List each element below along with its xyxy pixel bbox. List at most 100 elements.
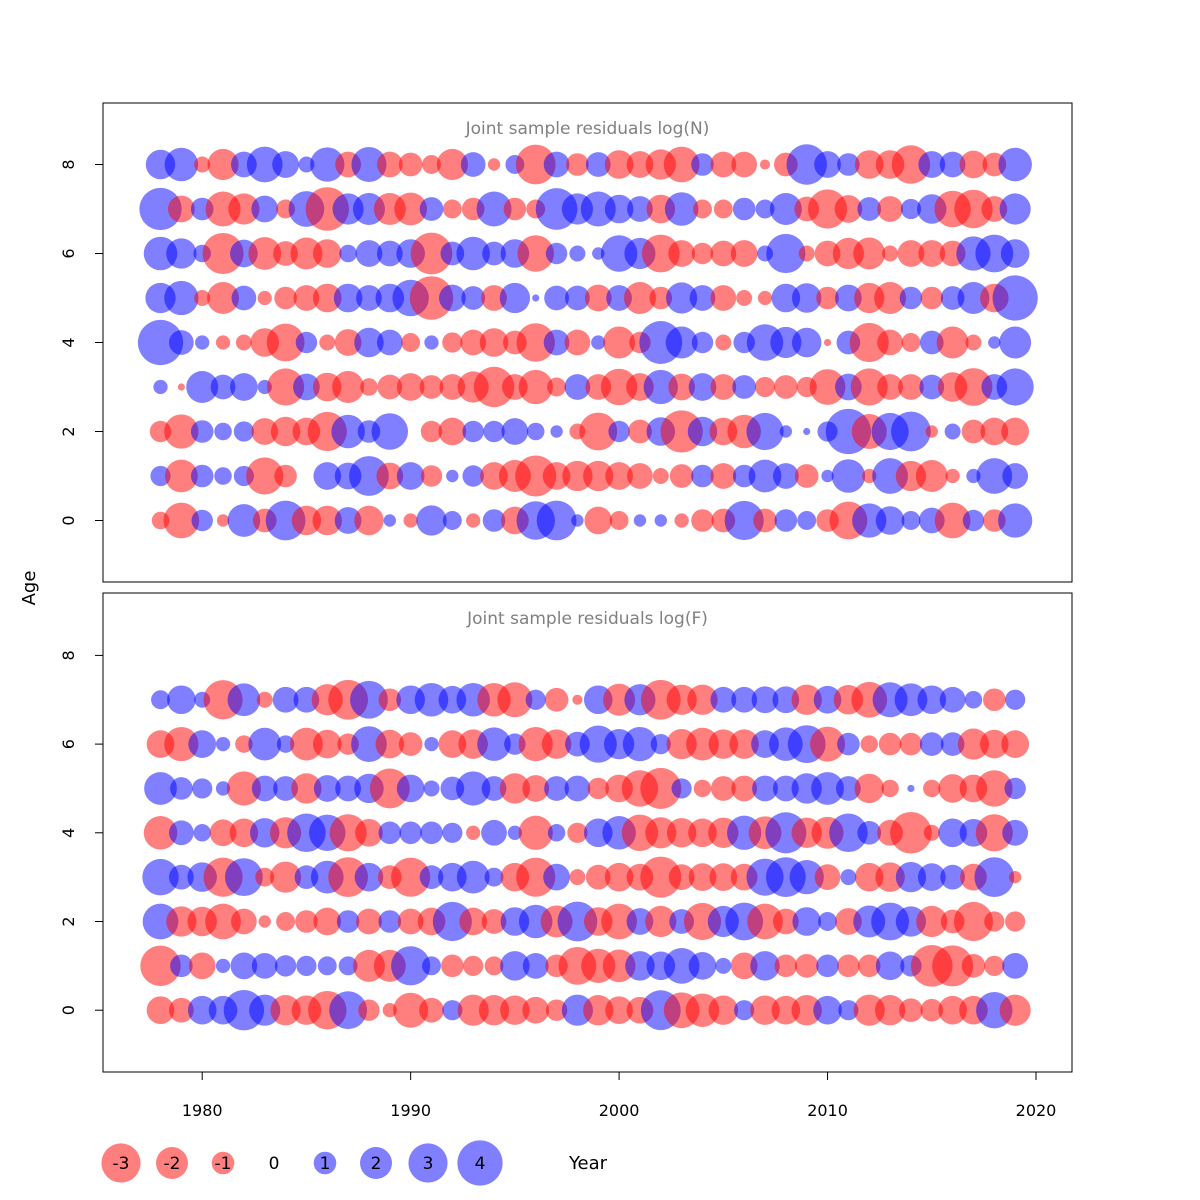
residual-bubble <box>976 458 1013 494</box>
residual-bubble <box>398 732 423 756</box>
residual-bubble <box>693 199 712 219</box>
residual-bubble <box>419 865 444 890</box>
residual-bubble <box>338 956 358 976</box>
residual-bubble <box>457 994 489 1026</box>
residual-bubble <box>396 373 425 401</box>
residual-bubble <box>432 901 472 942</box>
residual-bubble <box>623 282 656 314</box>
residual-bubble <box>484 956 504 976</box>
residual-bubble <box>687 684 718 715</box>
residual-bubble <box>518 726 553 762</box>
residual-bubble <box>1000 239 1030 268</box>
residual-bubble <box>481 776 507 801</box>
residual-bubble <box>792 907 821 936</box>
residual-bubble <box>543 329 570 356</box>
residual-bubble <box>961 419 986 444</box>
residual-bubble <box>807 189 848 229</box>
residual-bubble <box>251 775 278 802</box>
residual-bubble <box>587 777 609 800</box>
residual-bubble <box>797 511 817 530</box>
residual-bubble <box>177 383 185 391</box>
residual-bubble <box>766 233 806 274</box>
residual-bubble <box>932 945 974 987</box>
residual-bubble <box>874 282 907 314</box>
residual-bubble <box>295 910 318 933</box>
residual-bubble <box>499 282 531 314</box>
residual-bubble <box>1005 689 1026 710</box>
residual-bubble <box>1002 819 1029 846</box>
residual-bubble <box>669 464 694 488</box>
residual-bubble <box>459 907 488 936</box>
y-tick-label: 8 <box>59 650 78 660</box>
residual-bubble <box>298 156 315 173</box>
residual-bubble <box>518 369 553 405</box>
residual-bubble <box>462 465 484 487</box>
residual-bubble <box>532 294 540 302</box>
residual-bubble <box>251 195 279 223</box>
residual-bubble <box>938 995 967 1025</box>
residual-bubble <box>750 995 780 1025</box>
residual-bubble <box>814 864 841 891</box>
residual-bubble <box>810 726 846 762</box>
residual-bubble <box>688 818 717 848</box>
residual-bubble <box>231 908 257 935</box>
legend-label: 3 <box>423 1154 434 1174</box>
residual-bubble <box>710 285 737 311</box>
residual-bubble <box>383 514 396 527</box>
residual-bubble <box>460 152 486 177</box>
residual-bubble <box>917 863 946 891</box>
residual-bubble <box>500 951 530 981</box>
residual-bubble <box>164 414 199 449</box>
legend-label: 2 <box>371 1154 382 1174</box>
residual-bubble <box>774 509 798 532</box>
residual-bubble <box>918 151 946 178</box>
legend-bubble <box>408 1143 448 1183</box>
residual-bubble <box>857 197 882 221</box>
residual-bubble <box>312 505 343 536</box>
residual-bubble <box>710 240 737 267</box>
legend-bubble <box>156 1147 188 1179</box>
residual-bubble <box>633 514 647 527</box>
legend-bubble <box>360 1147 392 1179</box>
residual-bubble <box>877 196 903 222</box>
residual-bubble <box>167 685 196 715</box>
residual-bubble <box>710 776 736 801</box>
residual-bubble <box>645 817 677 849</box>
residual-bubble <box>729 729 759 759</box>
residual-bubble <box>419 375 444 399</box>
residual-bubble <box>564 775 591 802</box>
residual-bubble <box>959 150 988 179</box>
residual-bubble <box>290 237 323 270</box>
residual-bubble <box>438 730 467 758</box>
residual-bubble <box>915 460 948 492</box>
residual-bubble <box>626 151 654 178</box>
residual-bubble <box>207 282 240 314</box>
residual-bubble <box>215 335 231 350</box>
residual-bubble <box>874 995 906 1026</box>
legend-label: -2 <box>164 1154 181 1174</box>
residual-bubble <box>836 776 861 801</box>
residual-bubble <box>354 862 384 892</box>
residual-bubble <box>231 285 257 311</box>
residual-bubble <box>436 148 468 181</box>
residual-bubble <box>627 196 653 222</box>
residual-bubble <box>516 857 556 897</box>
residual-bubble <box>544 687 569 712</box>
residual-bubble <box>227 504 261 537</box>
residual-bubble <box>875 862 905 892</box>
residual-bubble <box>854 150 884 179</box>
residual-bubble <box>981 196 1008 222</box>
residual-bubble <box>544 285 569 311</box>
residual-bubble <box>772 463 799 489</box>
residual-bubble <box>857 820 882 845</box>
residual-bubble <box>536 500 577 541</box>
residual-bubble <box>438 284 466 312</box>
residual-bubble <box>791 283 822 313</box>
residual-bubble <box>371 413 409 450</box>
residual-bubble <box>500 995 530 1025</box>
residual-bubble <box>691 509 714 532</box>
residual-bubble <box>652 468 669 484</box>
residual-bubble <box>668 373 696 401</box>
residual-bubble <box>355 240 383 267</box>
residual-bubble <box>850 368 888 406</box>
